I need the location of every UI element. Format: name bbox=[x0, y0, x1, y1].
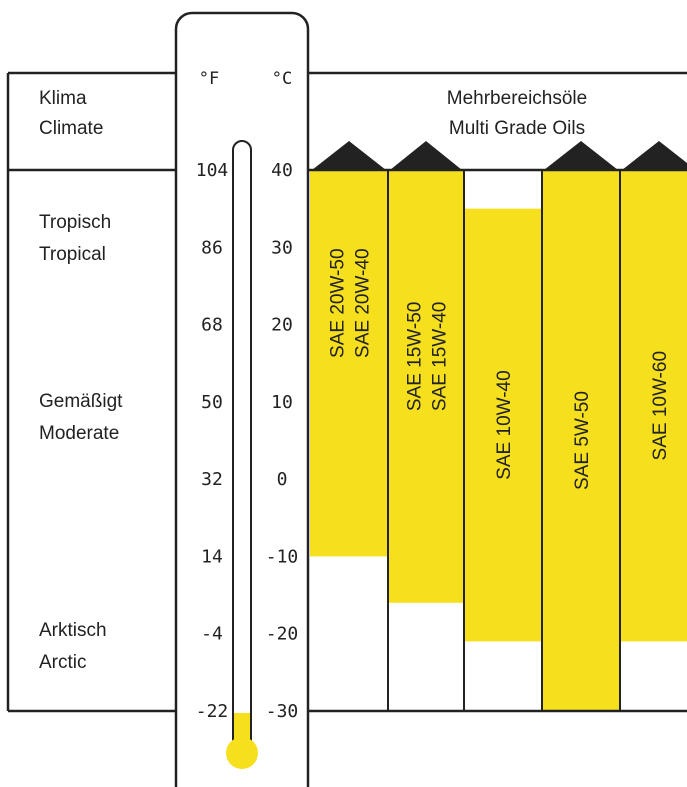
celsius-unit-label: °C bbox=[272, 69, 292, 89]
celsius-ticks: 40 30 20 10 0 -10 -20 -30 bbox=[266, 160, 299, 722]
climate-zones: Tropisch Tropical Gemäßigt Moderate Arkt… bbox=[39, 212, 123, 673]
oils-header-de: Mehrbereichsöle bbox=[447, 88, 587, 109]
oil-grade-label: SAE 10W-40 bbox=[494, 370, 515, 479]
open-range-arrow bbox=[622, 141, 687, 170]
fahrenheit-unit-label: °F bbox=[199, 69, 219, 89]
fahrenheit-tick-label: -22 bbox=[196, 701, 229, 722]
oil-range-bar bbox=[388, 170, 464, 603]
celsius-tick-label: -20 bbox=[266, 624, 299, 645]
oil-range-bar bbox=[542, 170, 620, 711]
celsius-tick-label: -30 bbox=[266, 701, 299, 722]
celsius-tick-label: 20 bbox=[271, 315, 293, 336]
celsius-tick-label: 40 bbox=[271, 160, 293, 181]
oil-range-bar bbox=[464, 208, 542, 642]
climate-header-de: Klima bbox=[39, 88, 87, 109]
fahrenheit-tick-label: 68 bbox=[201, 315, 223, 336]
oil-range-bar bbox=[310, 170, 388, 557]
thermometer: °F °C 104 86 68 50 32 14 -4 -22 40 30 20 10 0 -10 -20… bbox=[174, 11, 310, 787]
open-range-arrow bbox=[544, 141, 618, 170]
zone-moderate-de: Gemäßigt bbox=[39, 391, 123, 412]
celsius-tick-label: -10 bbox=[266, 546, 299, 567]
open-range-arrow bbox=[390, 141, 462, 170]
zone-tropical-de: Tropisch bbox=[39, 212, 111, 233]
oil-range-bar bbox=[620, 170, 687, 642]
oil-grade-label: SAE 10W-60 bbox=[650, 351, 671, 460]
oil-grade-label: SAE 20W-40 bbox=[353, 248, 374, 357]
bars-layer: SAE 20W-50 SAE 20W-40 SAE 15W-50 SAE 15W-40… bbox=[310, 141, 687, 711]
fahrenheit-tick-label: 32 bbox=[201, 469, 223, 490]
zone-arctic-de: Arktisch bbox=[39, 620, 107, 641]
fahrenheit-tick-label: 104 bbox=[196, 160, 229, 181]
oils-header-en: Multi Grade Oils bbox=[449, 118, 585, 139]
zone-arctic-en: Arctic bbox=[39, 652, 87, 673]
open-range-arrow bbox=[312, 141, 386, 170]
zone-tropical-en: Tropical bbox=[39, 244, 106, 265]
fahrenheit-tick-label: 14 bbox=[201, 546, 223, 567]
celsius-tick-label: 10 bbox=[271, 392, 293, 413]
fahrenheit-tick-label: 86 bbox=[201, 237, 223, 258]
climate-header-en: Climate bbox=[39, 118, 103, 139]
chart-header: Klima Climate Mehrbereichsöle Multi Grad… bbox=[39, 88, 587, 139]
fahrenheit-ticks: 104 86 68 50 32 14 -4 -22 bbox=[196, 160, 229, 722]
oil-grade-label: SAE 15W-50 bbox=[405, 302, 426, 411]
zone-moderate-en: Moderate bbox=[39, 423, 119, 444]
oil-grade-label: SAE 5W-50 bbox=[572, 391, 593, 490]
fahrenheit-tick-label: -4 bbox=[201, 624, 223, 645]
celsius-tick-label: 0 bbox=[277, 469, 288, 490]
thermometer-bulb bbox=[226, 737, 258, 769]
oil-grade-label: SAE 20W-50 bbox=[328, 248, 349, 357]
oil-grade-label: SAE 15W-40 bbox=[430, 302, 451, 411]
thermometer-tube bbox=[232, 140, 252, 752]
celsius-tick-label: 30 bbox=[271, 237, 293, 258]
fahrenheit-tick-label: 50 bbox=[201, 392, 223, 413]
chart-frame bbox=[6, 71, 687, 713]
